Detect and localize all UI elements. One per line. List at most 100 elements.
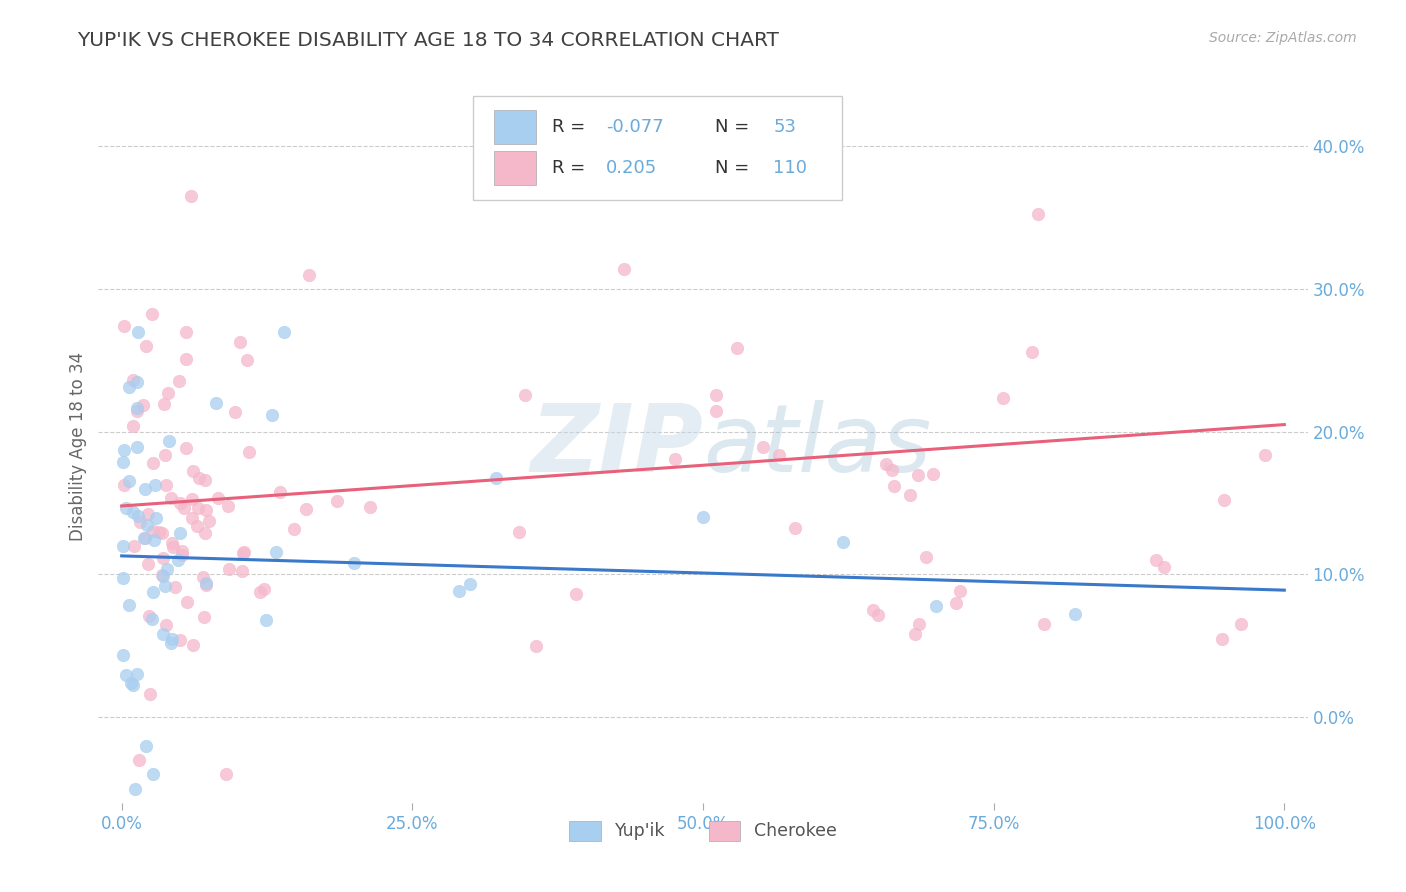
Point: [704, 403, 727, 417]
Point: [460, 577, 482, 591]
Point: [141, 767, 163, 781]
Point: [922, 467, 945, 482]
Legend: Yup'ik, Cherokee: Yup'ik, Cherokee: [562, 814, 844, 847]
Point: [145, 511, 167, 525]
Point: [128, 753, 150, 767]
Point: [1213, 493, 1236, 508]
Text: YUP'IK VS CHEROKEE DISABILITY AGE 18 TO 34 CORRELATION CHART: YUP'IK VS CHEROKEE DISABILITY AGE 18 TO …: [77, 31, 779, 50]
Point: [134, 482, 156, 496]
Point: [155, 477, 177, 491]
Point: [112, 318, 135, 333]
Point: [121, 373, 143, 387]
Text: atlas: atlas: [703, 401, 931, 491]
Point: [163, 580, 186, 594]
Text: -0.077: -0.077: [606, 118, 664, 136]
Point: [160, 491, 183, 506]
Text: 0.205: 0.205: [606, 159, 658, 177]
Point: [135, 339, 157, 353]
Point: [194, 578, 217, 592]
Point: [112, 442, 135, 457]
Point: [215, 767, 238, 781]
Point: [1254, 448, 1277, 462]
Point: [949, 584, 972, 599]
Point: [187, 471, 209, 485]
FancyBboxPatch shape: [494, 151, 536, 185]
Point: [217, 499, 239, 513]
Point: [903, 627, 925, 641]
Point: [907, 468, 929, 483]
Point: [907, 617, 929, 632]
Point: [880, 463, 903, 477]
Point: [1064, 607, 1087, 622]
Text: Source: ZipAtlas.com: Source: ZipAtlas.com: [1209, 31, 1357, 45]
Point: [831, 534, 853, 549]
Point: [173, 501, 195, 516]
Point: [152, 551, 174, 566]
Point: [181, 491, 204, 506]
Point: [111, 539, 134, 553]
Point: [136, 558, 159, 572]
Point: [145, 478, 167, 492]
Point: [115, 501, 138, 516]
Point: [249, 584, 271, 599]
Point: [174, 441, 197, 455]
Point: [924, 599, 946, 613]
Point: [898, 488, 921, 502]
Point: [127, 508, 149, 523]
Point: [143, 533, 166, 547]
Point: [447, 584, 470, 599]
Point: [193, 610, 215, 624]
Point: [484, 470, 506, 484]
Point: [862, 603, 884, 617]
Point: [1144, 552, 1167, 566]
Point: [297, 268, 319, 282]
Point: [704, 388, 727, 402]
Point: [169, 632, 191, 647]
Point: [153, 579, 176, 593]
Point: [112, 478, 135, 492]
Point: [195, 502, 218, 516]
Point: [187, 500, 209, 515]
Point: [150, 525, 173, 540]
Y-axis label: Disability Age 18 to 34: Disability Age 18 to 34: [69, 351, 87, 541]
Point: [526, 639, 548, 653]
Point: [253, 582, 276, 597]
Point: [218, 561, 240, 575]
Point: [914, 550, 936, 565]
Point: [181, 464, 204, 478]
Point: [180, 511, 202, 525]
Point: [205, 396, 228, 410]
Point: [122, 419, 145, 434]
Point: [125, 440, 148, 454]
Point: [148, 525, 170, 540]
FancyBboxPatch shape: [494, 110, 536, 145]
Point: [111, 648, 134, 662]
Point: [125, 401, 148, 415]
Point: [207, 491, 229, 505]
Point: [169, 496, 191, 510]
Point: [180, 189, 202, 203]
Point: [174, 325, 197, 339]
Text: N =: N =: [716, 159, 755, 177]
Point: [135, 518, 157, 533]
Point: [1230, 617, 1253, 632]
Point: [129, 515, 152, 529]
Point: [613, 262, 636, 277]
Point: [238, 445, 260, 459]
Point: [172, 548, 194, 562]
Point: [166, 552, 188, 566]
Point: [1211, 632, 1233, 646]
Point: [1021, 345, 1043, 359]
Point: [260, 408, 283, 422]
Point: [725, 341, 748, 355]
Point: [232, 546, 254, 560]
Point: [118, 380, 141, 394]
Point: [283, 522, 305, 536]
Point: [150, 568, 173, 582]
Point: [174, 352, 197, 367]
Point: [883, 479, 905, 493]
Point: [236, 353, 259, 368]
Point: [169, 525, 191, 540]
Point: [136, 508, 159, 522]
Point: [1153, 560, 1175, 574]
